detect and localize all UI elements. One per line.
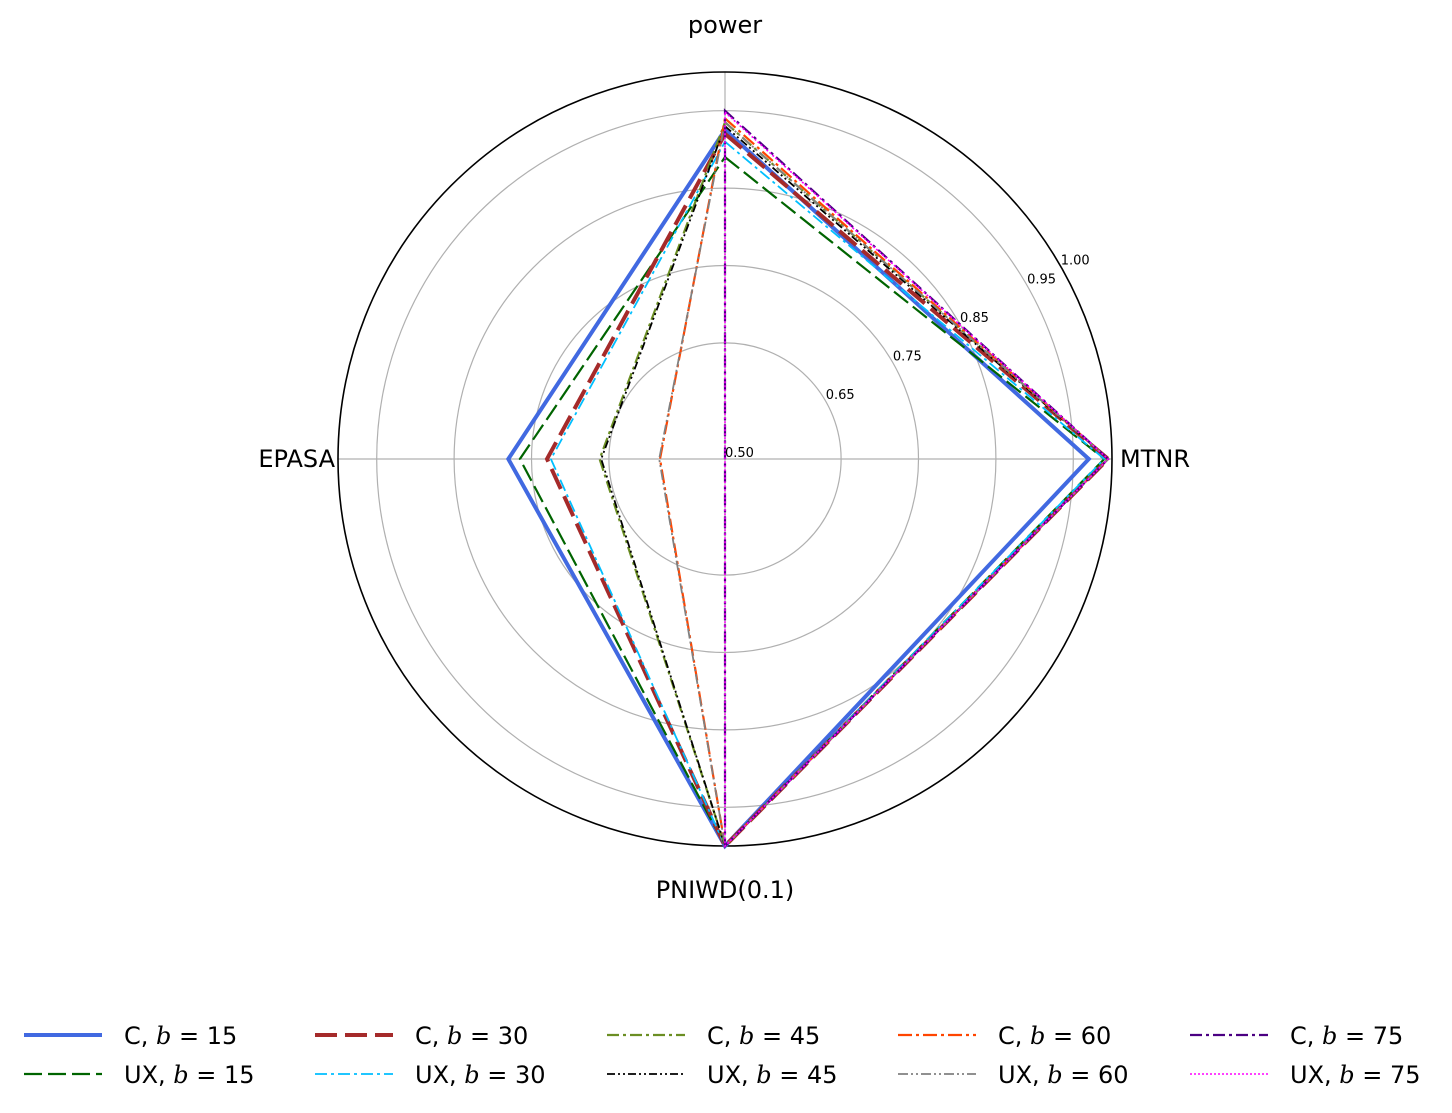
legend-label-9: UX, b = 75 <box>1290 1061 1421 1089</box>
legend-label-8: C, b = 75 <box>1290 1022 1403 1050</box>
radial-tick-labels: 0.50 0.65 0.75 0.85 0.95 1.00 <box>725 253 1090 461</box>
legend-label-3: UX, b = 30 <box>415 1061 546 1089</box>
rtick-label-2: 0.75 <box>893 350 922 365</box>
legend-entry-6: C, b = 60 <box>898 1022 1111 1050</box>
series-line-6 <box>658 116 1110 849</box>
legend-entry-4: C, b = 45 <box>607 1022 820 1050</box>
legend-label-0: C, b = 15 <box>124 1022 237 1050</box>
legend-label-7: UX, b = 60 <box>998 1061 1129 1089</box>
legend-entry-9: UX, b = 75 <box>1190 1061 1421 1089</box>
legend-entry-2: C, b = 30 <box>315 1022 528 1050</box>
axis-label-3: EPASA <box>258 445 335 473</box>
legend: C, b = 15 UX, b = 15 C, b = 30 UX, b = 30 C,… <box>24 1022 1421 1089</box>
legend-label-5: UX, b = 45 <box>707 1061 838 1089</box>
legend-entry-5: UX, b = 45 <box>607 1061 838 1089</box>
rtick-label-0: 0.50 <box>725 446 754 461</box>
rtick-label-3: 0.85 <box>960 311 989 326</box>
series-line-7 <box>658 120 1110 848</box>
legend-label-1: UX, b = 15 <box>124 1061 255 1089</box>
axis-label-2: PNIWD(0.1) <box>656 876 795 904</box>
rtick-label-1: 0.65 <box>826 388 855 403</box>
series-line-8 <box>723 108 1110 849</box>
legend-entry-1: UX, b = 15 <box>24 1061 255 1089</box>
axis-label-0: power <box>688 11 762 39</box>
legend-label-2: C, b = 30 <box>415 1022 528 1050</box>
rtick-label-4: 0.95 <box>1027 273 1056 288</box>
legend-entry-0: C, b = 15 <box>24 1022 237 1050</box>
series-line-1 <box>518 155 1106 848</box>
axis-labels: power MTNR PNIWD(0.1) EPASA <box>258 11 1190 904</box>
legend-label-4: C, b = 45 <box>707 1022 820 1050</box>
legend-entry-7: UX, b = 60 <box>898 1061 1129 1089</box>
series-line-0 <box>505 126 1092 850</box>
rtick-label-5: 1.00 <box>1061 253 1090 268</box>
legend-entry-8: C, b = 75 <box>1190 1022 1403 1050</box>
radar-series <box>505 108 1112 850</box>
series-line-2 <box>544 130 1112 850</box>
legend-label-6: C, b = 60 <box>998 1022 1111 1050</box>
axis-label-1: MTNR <box>1120 445 1190 473</box>
legend-entry-3: UX, b = 30 <box>315 1061 546 1089</box>
series-line-9 <box>724 110 1110 848</box>
